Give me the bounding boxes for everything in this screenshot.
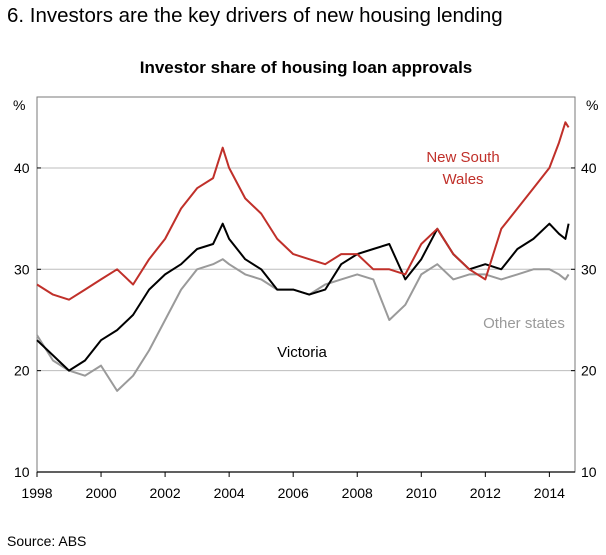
series-line-nsw <box>36 121 570 301</box>
y-tick-label-right: 30 <box>581 261 597 277</box>
x-tick-label: 2008 <box>342 485 373 501</box>
x-tick-label: 2010 <box>406 485 437 501</box>
series-label-vic: Victoria <box>277 344 327 361</box>
x-tick-label: 2002 <box>150 485 181 501</box>
series-line-vic <box>36 222 570 372</box>
x-tick-label: 2012 <box>470 485 501 501</box>
y-tick-label-right: 40 <box>581 160 597 176</box>
source-note: Source: ABS <box>7 533 87 549</box>
y-tick-label-left: 10 <box>14 464 30 480</box>
series-label-other: Other states <box>483 315 565 332</box>
series-label-nsw: New South <box>426 149 499 166</box>
x-tick-label: 2006 <box>278 485 309 501</box>
y-axis-unit-right: % <box>586 97 598 113</box>
x-tick-label: 2014 <box>534 485 565 501</box>
y-tick-label-left: 40 <box>14 160 30 176</box>
chart: Investor share of housing loan approvals… <box>13 58 598 501</box>
y-tick-label-left: 20 <box>14 363 30 379</box>
y-axis-unit-left: % <box>13 97 25 113</box>
y-tick-label-right: 10 <box>581 464 597 480</box>
x-tick-label: 2004 <box>214 485 245 501</box>
y-tick-label-right: 20 <box>581 363 597 379</box>
x-tick-label: 1998 <box>21 485 52 501</box>
page-heading: 6. Investors are the key drivers of new … <box>7 4 503 27</box>
y-tick-label-left: 30 <box>14 261 30 277</box>
x-tick-label: 2000 <box>85 485 116 501</box>
series-label-nsw: Wales <box>442 171 483 188</box>
chart-title: Investor share of housing loan approvals <box>140 58 473 77</box>
